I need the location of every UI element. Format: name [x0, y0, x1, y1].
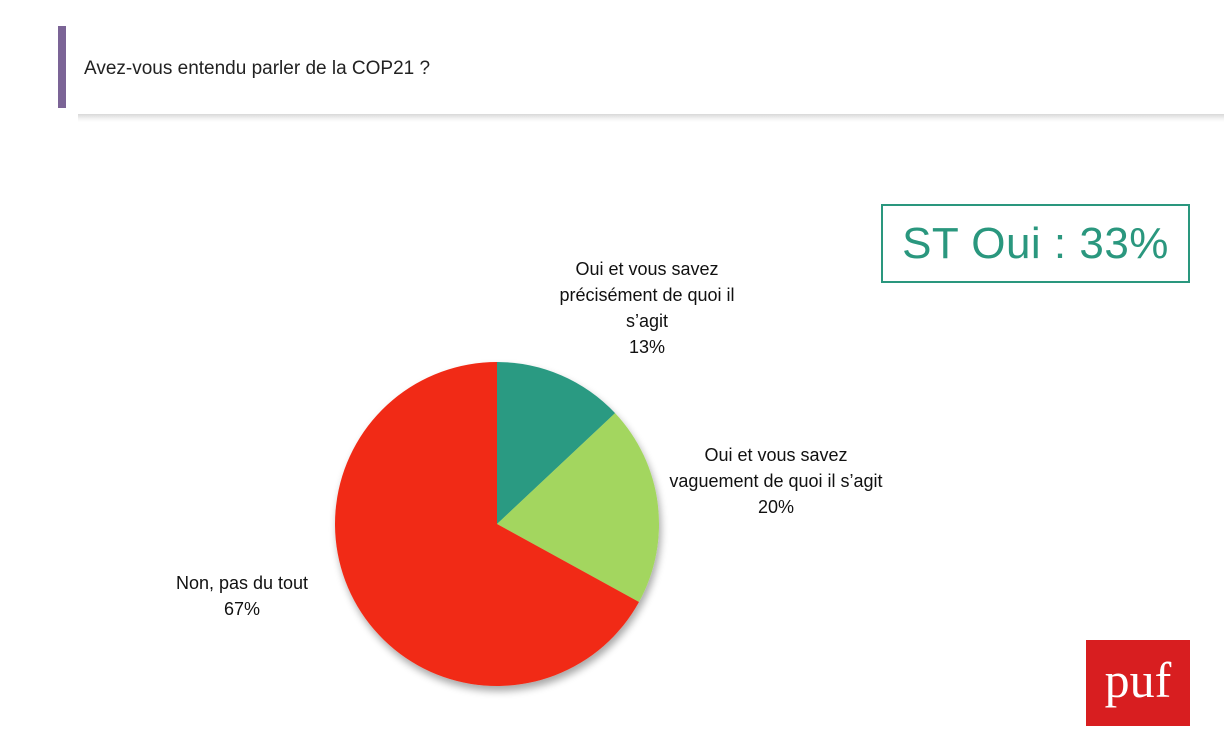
pie-slice-precisely: [497, 362, 616, 524]
slice-label-vaguely-text: Oui et vous savez vaguement de quoi il s…: [669, 445, 883, 491]
page-title: Avez-vous entendu parler de la COP21 ?: [84, 58, 431, 79]
slice-label-vaguely-value: 20%: [757, 497, 795, 517]
slice-label-no: Non, pas du tout 67%: [146, 570, 338, 622]
slice-label-vaguely: Oui et vous savez vaguement de quoi il s…: [656, 442, 896, 520]
slice-label-precisely-text: Oui et vous savez précisément de quoi il…: [559, 259, 735, 331]
title-accent-bar: [58, 26, 66, 108]
pie-slice-vaguely: [497, 413, 659, 603]
slice-label-precisely-value: 13%: [628, 337, 666, 357]
slice-label-precisely: Oui et vous savez précisément de quoi il…: [522, 256, 772, 360]
puf-logo-text: puf: [1104, 652, 1172, 708]
puf-logo: puf: [1086, 640, 1190, 726]
slice-label-no-text: Non, pas du tout: [175, 573, 309, 593]
summary-box: ST Oui : 33%: [881, 204, 1190, 283]
title-divider: [78, 114, 1224, 122]
slice-label-no-value: 67%: [223, 599, 261, 619]
pie-slice-no: [334, 362, 639, 687]
summary-box-text: ST Oui : 33%: [902, 218, 1169, 268]
